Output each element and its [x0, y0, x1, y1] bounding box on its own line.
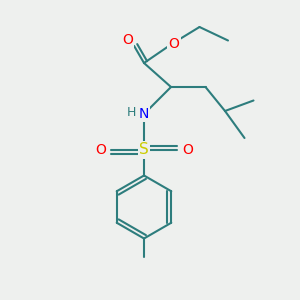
Text: O: O — [122, 34, 133, 47]
Text: N: N — [139, 107, 149, 121]
Text: H: H — [127, 106, 136, 119]
Text: O: O — [182, 143, 193, 157]
Text: O: O — [95, 143, 106, 157]
Text: O: O — [169, 37, 179, 50]
Text: S: S — [139, 142, 149, 158]
